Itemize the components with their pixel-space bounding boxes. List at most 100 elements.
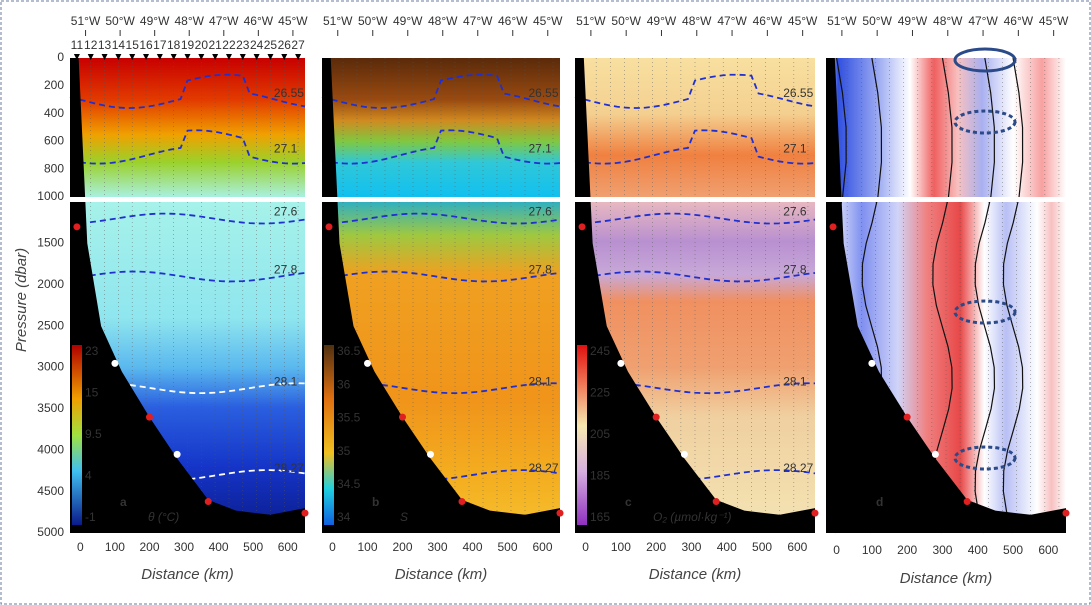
- station-triangle: [253, 54, 260, 60]
- station-triangle: [101, 54, 108, 60]
- x-tick-label: 600: [1038, 543, 1058, 557]
- x-axis-label: Distance (km): [141, 566, 234, 583]
- colorbar-tick: 245: [590, 344, 610, 358]
- longitude-label: 45°W: [788, 14, 818, 28]
- y-tick-label: 1500: [37, 236, 64, 250]
- y-axis-label: Pressure (dbar): [13, 248, 30, 352]
- x-tick-label: 600: [278, 540, 298, 554]
- isopycnal-label: 26.55: [274, 86, 304, 100]
- colorbar-tick: 15: [85, 386, 99, 400]
- station-number: 25: [264, 38, 278, 52]
- station-marker: [712, 498, 720, 506]
- x-tick-label: 100: [105, 540, 125, 554]
- station-number: 14: [112, 38, 126, 52]
- station-triangle: [143, 54, 150, 60]
- x-tick-label: 400: [462, 540, 482, 554]
- station-marker: [931, 450, 939, 458]
- station-marker: [73, 223, 81, 231]
- y-tick-label: 3000: [37, 360, 64, 374]
- longitude-label: 49°W: [393, 14, 423, 28]
- isopycnal: [321, 129, 561, 165]
- x-axis-label: Distance (km): [395, 566, 488, 583]
- y-tick-label: 1000: [37, 189, 64, 203]
- station-number: 22: [222, 38, 236, 52]
- colorbar-tick: 35: [337, 444, 351, 458]
- isopycnal-label: 28.1: [783, 374, 807, 388]
- y-tick-label: 4500: [37, 484, 64, 498]
- x-tick-label: 500: [752, 540, 772, 554]
- station-marker: [903, 413, 911, 421]
- isopycnal: [321, 73, 561, 109]
- panel-letter: b: [372, 495, 379, 509]
- colorbar-tick: 23: [85, 344, 99, 358]
- isopycnal-label: 27.8: [274, 263, 298, 277]
- station-number: 18: [167, 38, 181, 52]
- longitude-label: 51°W: [71, 14, 101, 28]
- longitude-label: 50°W: [105, 14, 135, 28]
- station-marker: [617, 359, 625, 367]
- x-tick-label: 500: [497, 540, 517, 554]
- x-tick-label: 0: [77, 540, 84, 554]
- longitude-label: 48°W: [428, 14, 458, 28]
- colorbar-tick: 4: [85, 469, 92, 483]
- longitude-label: 46°W: [753, 14, 783, 28]
- bathymetry: [575, 58, 815, 533]
- circulation-arrow: [953, 109, 1017, 135]
- station-triangle: [129, 54, 136, 60]
- station-marker: [364, 359, 371, 367]
- station-marker: [680, 450, 688, 458]
- x-tick-label: 400: [968, 543, 988, 557]
- y-tick-label: 200: [44, 78, 64, 92]
- longitude-label: 48°W: [682, 14, 712, 28]
- x-tick-label: 200: [139, 540, 159, 554]
- station-number: 26: [278, 38, 292, 52]
- bathymetry: [826, 58, 1066, 533]
- station-number: 16: [139, 38, 153, 52]
- station-marker: [556, 509, 564, 517]
- station-triangle: [267, 54, 274, 60]
- panel-letter: c: [625, 495, 632, 509]
- longitude-label: 50°W: [358, 14, 388, 28]
- colorbar-tick: 165: [590, 510, 610, 524]
- x-tick-label: 300: [427, 540, 447, 554]
- station-number: 27: [291, 38, 305, 52]
- station-marker: [963, 498, 971, 506]
- x-tick-label: 300: [174, 540, 194, 554]
- isopycnal-label: 28.27: [274, 461, 304, 475]
- colorbar-tick: 205: [590, 427, 610, 441]
- isopycnal-label: 28.1: [274, 374, 298, 388]
- station-number: 12: [84, 38, 98, 52]
- station-triangle: [239, 54, 246, 60]
- station-marker: [173, 450, 181, 458]
- y-tick-label: 2500: [37, 318, 64, 332]
- isopycnal-label: 27.1: [529, 141, 553, 155]
- x-axis-label: Distance (km): [900, 570, 993, 587]
- isopycnal-label: 28.1: [529, 374, 553, 388]
- colorbar-tick: 36: [337, 377, 351, 391]
- longitude-label: 45°W: [1039, 14, 1069, 28]
- x-tick-label: 200: [392, 540, 412, 554]
- x-tick-label: 500: [1003, 543, 1023, 557]
- y-tick-label: 2000: [37, 277, 64, 291]
- isopycnal-label: 26.55: [783, 86, 813, 100]
- station-triangle: [295, 54, 302, 60]
- station-marker: [325, 223, 333, 231]
- longitude-label: 47°W: [209, 14, 239, 28]
- x-tick-label: 600: [532, 540, 552, 554]
- station-number: 15: [126, 38, 140, 52]
- isopycnal-label: 26.55: [529, 86, 559, 100]
- gap: [826, 197, 1066, 202]
- gap: [70, 197, 305, 202]
- y-tick-label: 800: [44, 161, 64, 175]
- bathymetry: [70, 58, 305, 533]
- x-tick-label: 100: [357, 540, 377, 554]
- station-number: 19: [181, 38, 195, 52]
- isopycnal-label: 27.6: [783, 205, 807, 219]
- x-tick-label: 200: [897, 543, 917, 557]
- colorbar-tick: 36.5: [337, 344, 361, 358]
- colorbar: [72, 345, 82, 525]
- y-tick-label: 400: [44, 106, 64, 120]
- station-marker: [829, 223, 837, 231]
- station-marker: [868, 359, 876, 367]
